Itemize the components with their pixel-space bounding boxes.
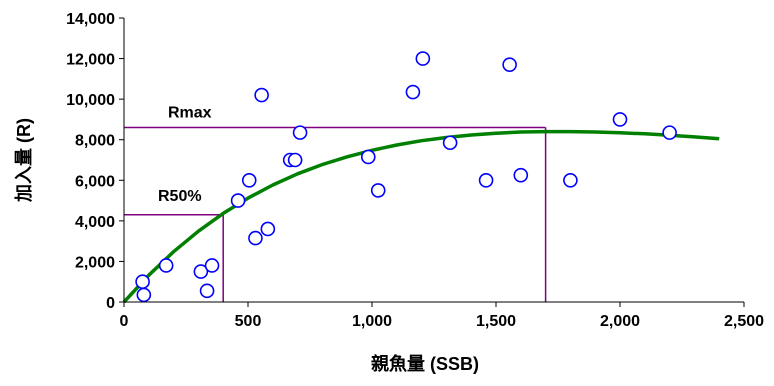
fitted-curve bbox=[122, 129, 720, 304]
y-tick-label-0: 0 bbox=[106, 295, 115, 312]
data-point-23 bbox=[612, 112, 628, 127]
y-axis-title: 加入量 (R) bbox=[13, 118, 34, 203]
data-points bbox=[135, 51, 677, 303]
x-tick-label-5: 2,500 bbox=[724, 313, 764, 330]
data-point-8 bbox=[248, 230, 263, 246]
y-tick-label-5: 10,000 bbox=[66, 92, 115, 109]
data-point-17 bbox=[415, 51, 431, 66]
data-point-21 bbox=[513, 167, 529, 183]
axes bbox=[119, 17, 745, 307]
data-point-4 bbox=[199, 283, 215, 299]
data-point-20 bbox=[502, 57, 517, 72]
tick-labels: 0 2,000 4,000 6,000 8,000 10,000 12,000 14,000 0… bbox=[66, 11, 764, 330]
data-point-9 bbox=[254, 87, 269, 103]
data-point-15 bbox=[370, 183, 386, 198]
data-point-13 bbox=[292, 125, 308, 140]
x-tick-label-3: 1,500 bbox=[476, 313, 516, 330]
data-point-19 bbox=[478, 172, 494, 188]
data-point-18 bbox=[442, 135, 458, 151]
data-point-22 bbox=[563, 172, 578, 188]
reference-lines bbox=[124, 126, 547, 302]
data-point-24 bbox=[662, 125, 677, 140]
y-tick-label-2: 4,000 bbox=[75, 214, 115, 231]
x-tick-label-0: 0 bbox=[120, 313, 129, 330]
fitted-curve-group bbox=[122, 129, 720, 304]
data-point-6 bbox=[230, 193, 246, 208]
x-tick-label-1: 500 bbox=[235, 313, 262, 330]
data-point-3 bbox=[193, 264, 209, 279]
x-axis-title: 親魚量 (SSB) bbox=[371, 353, 479, 374]
data-point-0 bbox=[135, 274, 150, 290]
data-point-5 bbox=[204, 258, 220, 273]
x-tick-label-4: 2,000 bbox=[600, 313, 640, 330]
data-point-7 bbox=[241, 172, 257, 188]
annotation-label-1: R50% bbox=[158, 188, 202, 205]
data-point-12 bbox=[287, 152, 303, 168]
data-point-14 bbox=[360, 149, 376, 165]
y-tick-label-4: 8,000 bbox=[75, 133, 115, 150]
y-tick-label-1: 2,000 bbox=[75, 254, 115, 271]
data-point-1 bbox=[136, 287, 152, 303]
data-point-10 bbox=[260, 221, 276, 237]
y-tick-label-3: 6,000 bbox=[75, 173, 115, 190]
x-tick-label-2: 1,000 bbox=[352, 313, 392, 330]
annotation-label-0: Rmax bbox=[168, 105, 212, 122]
y-tick-label-7: 14,000 bbox=[66, 11, 115, 28]
data-point-16 bbox=[405, 84, 421, 100]
data-point-2 bbox=[158, 258, 174, 273]
y-tick-label-6: 12,000 bbox=[66, 52, 115, 69]
annotations: Rmax R50% bbox=[158, 105, 212, 205]
